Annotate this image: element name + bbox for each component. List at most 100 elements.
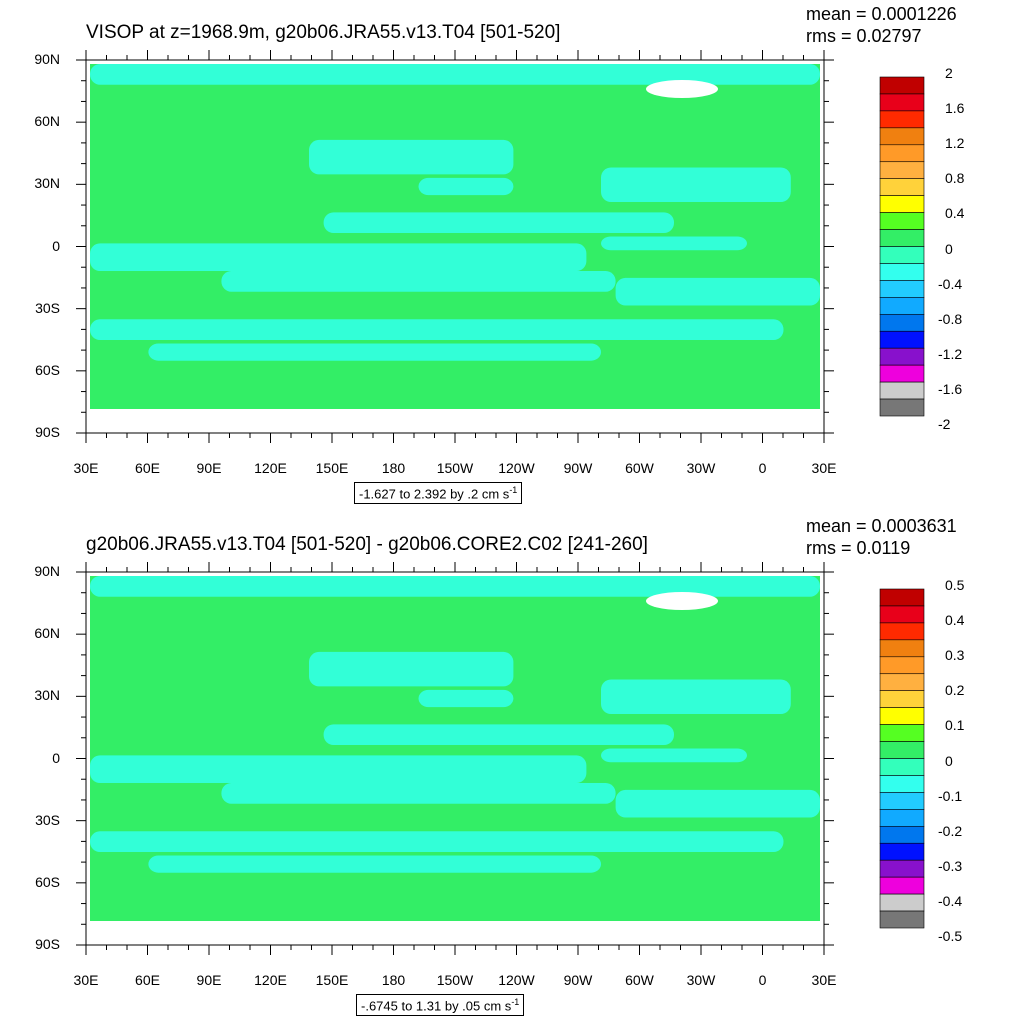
x-tick-label: 150E xyxy=(315,460,349,476)
colorbar-swatch xyxy=(879,93,925,112)
x-tick-label: 60E xyxy=(135,460,160,476)
ice-mask xyxy=(646,592,718,610)
anomaly-region xyxy=(418,177,514,196)
colorbar-label: -1.6 xyxy=(938,380,963,397)
anomaly-region xyxy=(90,755,587,783)
antarctic-mask xyxy=(86,922,824,945)
colorbar-swatch xyxy=(879,622,925,641)
contour-info-text: -1.627 to 2.392 by .2 cm s xyxy=(359,486,510,502)
x-tick-label: 0 xyxy=(758,972,767,988)
x-tick-label: 150W xyxy=(436,460,474,476)
map-plot-bottom xyxy=(76,562,925,955)
colorbar-swatch xyxy=(879,313,925,332)
x-tick-label: 120W xyxy=(498,460,535,476)
colorbar-swatch xyxy=(879,707,925,725)
colorbar-swatch xyxy=(879,110,925,129)
colorbar-swatch xyxy=(879,263,925,281)
colorbar-label: 0.4 xyxy=(945,205,965,222)
y-tick-label: 90N xyxy=(34,563,60,579)
colorbar-label: -2 xyxy=(938,416,951,432)
stats-block: mean = 0.0001226 rms = 0.02797 xyxy=(806,3,957,47)
colorbar-swatch xyxy=(879,381,925,400)
colorbar-swatch xyxy=(879,280,925,298)
x-tick-label: 30W xyxy=(686,460,716,476)
colorbar-swatch xyxy=(879,195,925,213)
colorbar-swatch xyxy=(879,127,925,146)
anomaly-region xyxy=(148,343,601,361)
x-tick-label: 90W xyxy=(563,460,593,476)
anomaly-region xyxy=(601,167,791,202)
y-tick-label: 90N xyxy=(34,51,60,67)
x-tick-label: 120W xyxy=(498,972,535,988)
colorbar-swatch xyxy=(879,758,925,776)
y-tick-label: 60N xyxy=(34,113,60,130)
contour-info-text: -.6745 to 1.31 by .05 cm s xyxy=(361,998,512,1014)
x-tick-label: 30E xyxy=(811,460,837,476)
colorbar-label: 0.5 xyxy=(945,577,965,593)
colorbar-label: -0.4 xyxy=(938,275,963,292)
y-tick-label: 90S xyxy=(35,936,60,952)
anomaly-region xyxy=(323,724,674,746)
x-tick-label: 90W xyxy=(563,972,593,988)
colorbar-swatch xyxy=(879,229,925,247)
anomaly-region xyxy=(221,271,616,292)
contour-info-unit-exp: -1 xyxy=(511,997,520,1007)
x-tick-label: 90E xyxy=(196,460,222,476)
colorbar-swatch xyxy=(879,690,925,708)
colorbar-swatch xyxy=(879,161,925,180)
y-tick-label: 30S xyxy=(35,299,60,316)
colorbar-swatch xyxy=(879,605,925,624)
anomaly-region xyxy=(418,689,514,708)
y-tick-label: 30N xyxy=(34,175,60,192)
anomaly-region xyxy=(615,277,820,306)
colorbar-swatch xyxy=(879,775,925,793)
colorbar-swatch xyxy=(879,893,925,912)
anomaly-region xyxy=(323,212,674,234)
anomaly-region xyxy=(601,748,747,763)
x-tick-label: 60W xyxy=(625,972,654,988)
colorbar-swatch xyxy=(879,297,925,315)
rms-value: rms = 0.0119 xyxy=(806,538,911,558)
colorbar-swatch xyxy=(879,724,925,742)
anomaly-region xyxy=(221,783,616,804)
colorbar-label: -0.5 xyxy=(938,928,963,944)
x-tick-label: 90E xyxy=(196,972,222,988)
colorbar-swatch xyxy=(879,364,925,383)
colorbar-label: -0.4 xyxy=(938,892,963,909)
x-tick-label: 30E xyxy=(73,972,99,988)
colorbar-swatch xyxy=(879,246,925,264)
anomaly-region xyxy=(601,236,747,251)
y-tick-label: 60S xyxy=(35,361,60,378)
anomaly-region xyxy=(90,319,784,340)
colorbar-swatch xyxy=(879,330,925,349)
colorbar-label: 0.3 xyxy=(945,647,965,664)
colorbar-label: -0.8 xyxy=(938,310,963,327)
panel-title: VISOP at z=1968.9m, g20b06.JRA55.v13.T04… xyxy=(86,22,561,43)
colorbar-swatch xyxy=(879,910,925,929)
colorbar-swatch xyxy=(879,347,925,366)
x-tick-label: 0 xyxy=(758,460,767,476)
x-tick-label: 60E xyxy=(135,972,160,988)
mean-value: mean = 0.0001226 xyxy=(806,4,957,24)
x-tick-label: 120E xyxy=(254,460,287,476)
colorbar-swatch xyxy=(879,76,925,95)
y-tick-label: 60N xyxy=(34,625,60,642)
colorbar-swatch xyxy=(879,639,925,658)
anomaly-region xyxy=(90,64,820,85)
rms-value: rms = 0.02797 xyxy=(806,26,922,46)
contour-info-box: -.6745 to 1.31 by .05 cm s-1 xyxy=(356,994,525,1017)
colorbar-swatch xyxy=(879,842,925,861)
ice-mask xyxy=(646,80,718,98)
x-tick-label: 120E xyxy=(254,972,287,988)
colorbar-label: -0.3 xyxy=(938,857,963,874)
colorbar-label: 1.6 xyxy=(945,100,965,117)
anomaly-region xyxy=(601,679,791,714)
contour-info-unit-exp: -1 xyxy=(509,485,518,495)
colorbar-swatch xyxy=(879,876,925,895)
anomaly-region xyxy=(615,789,820,818)
x-tick-label: 60W xyxy=(625,460,654,476)
y-tick-label: 0 xyxy=(52,237,60,254)
colorbar-label: -0.1 xyxy=(938,787,963,804)
x-tick-label: 180 xyxy=(381,460,406,476)
colorbar-swatch xyxy=(879,825,925,844)
